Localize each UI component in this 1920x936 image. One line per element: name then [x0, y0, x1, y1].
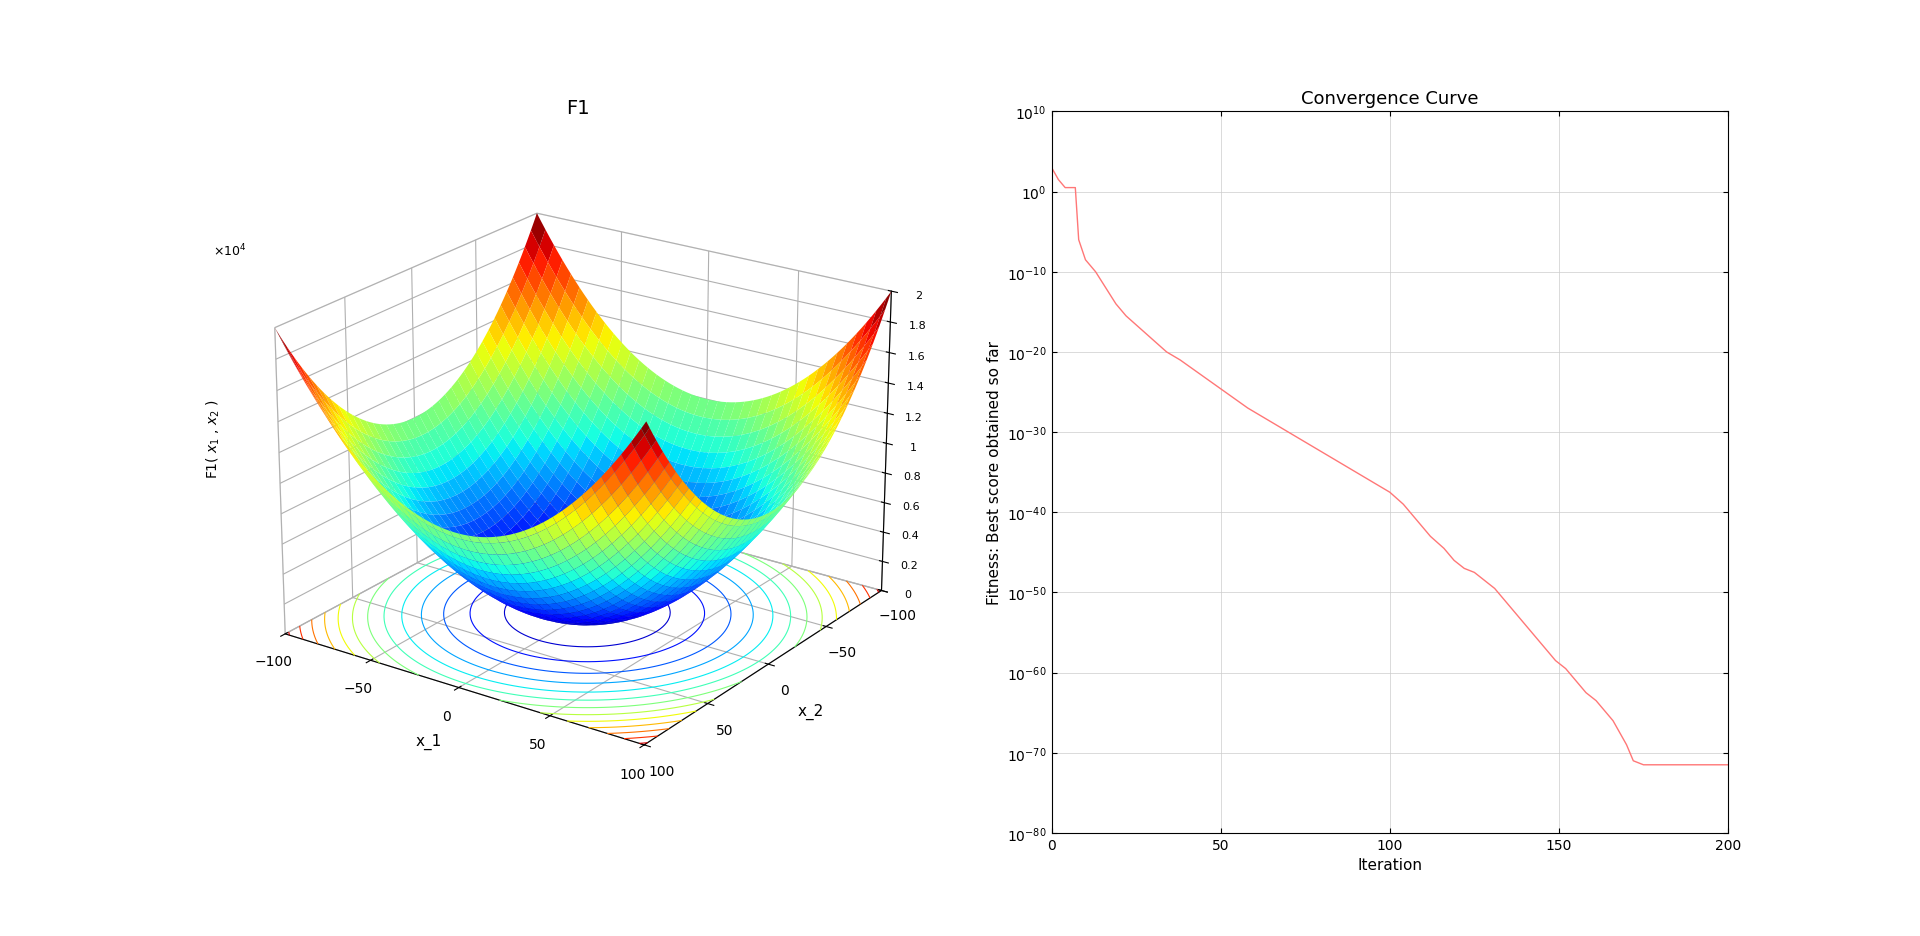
Y-axis label: x_2: x_2: [797, 703, 824, 719]
Title: F1: F1: [566, 99, 589, 118]
Y-axis label: Fitness: Best score obtained so far: Fitness: Best score obtained so far: [987, 341, 1002, 605]
Text: $\times 10^4$: $\times 10^4$: [213, 242, 246, 259]
Text: F1( $x_1$ , $x_2$ ): F1( $x_1$ , $x_2$ ): [204, 399, 221, 479]
X-axis label: x_1: x_1: [415, 733, 442, 749]
Title: Convergence Curve: Convergence Curve: [1302, 90, 1478, 108]
X-axis label: Iteration: Iteration: [1357, 857, 1423, 872]
